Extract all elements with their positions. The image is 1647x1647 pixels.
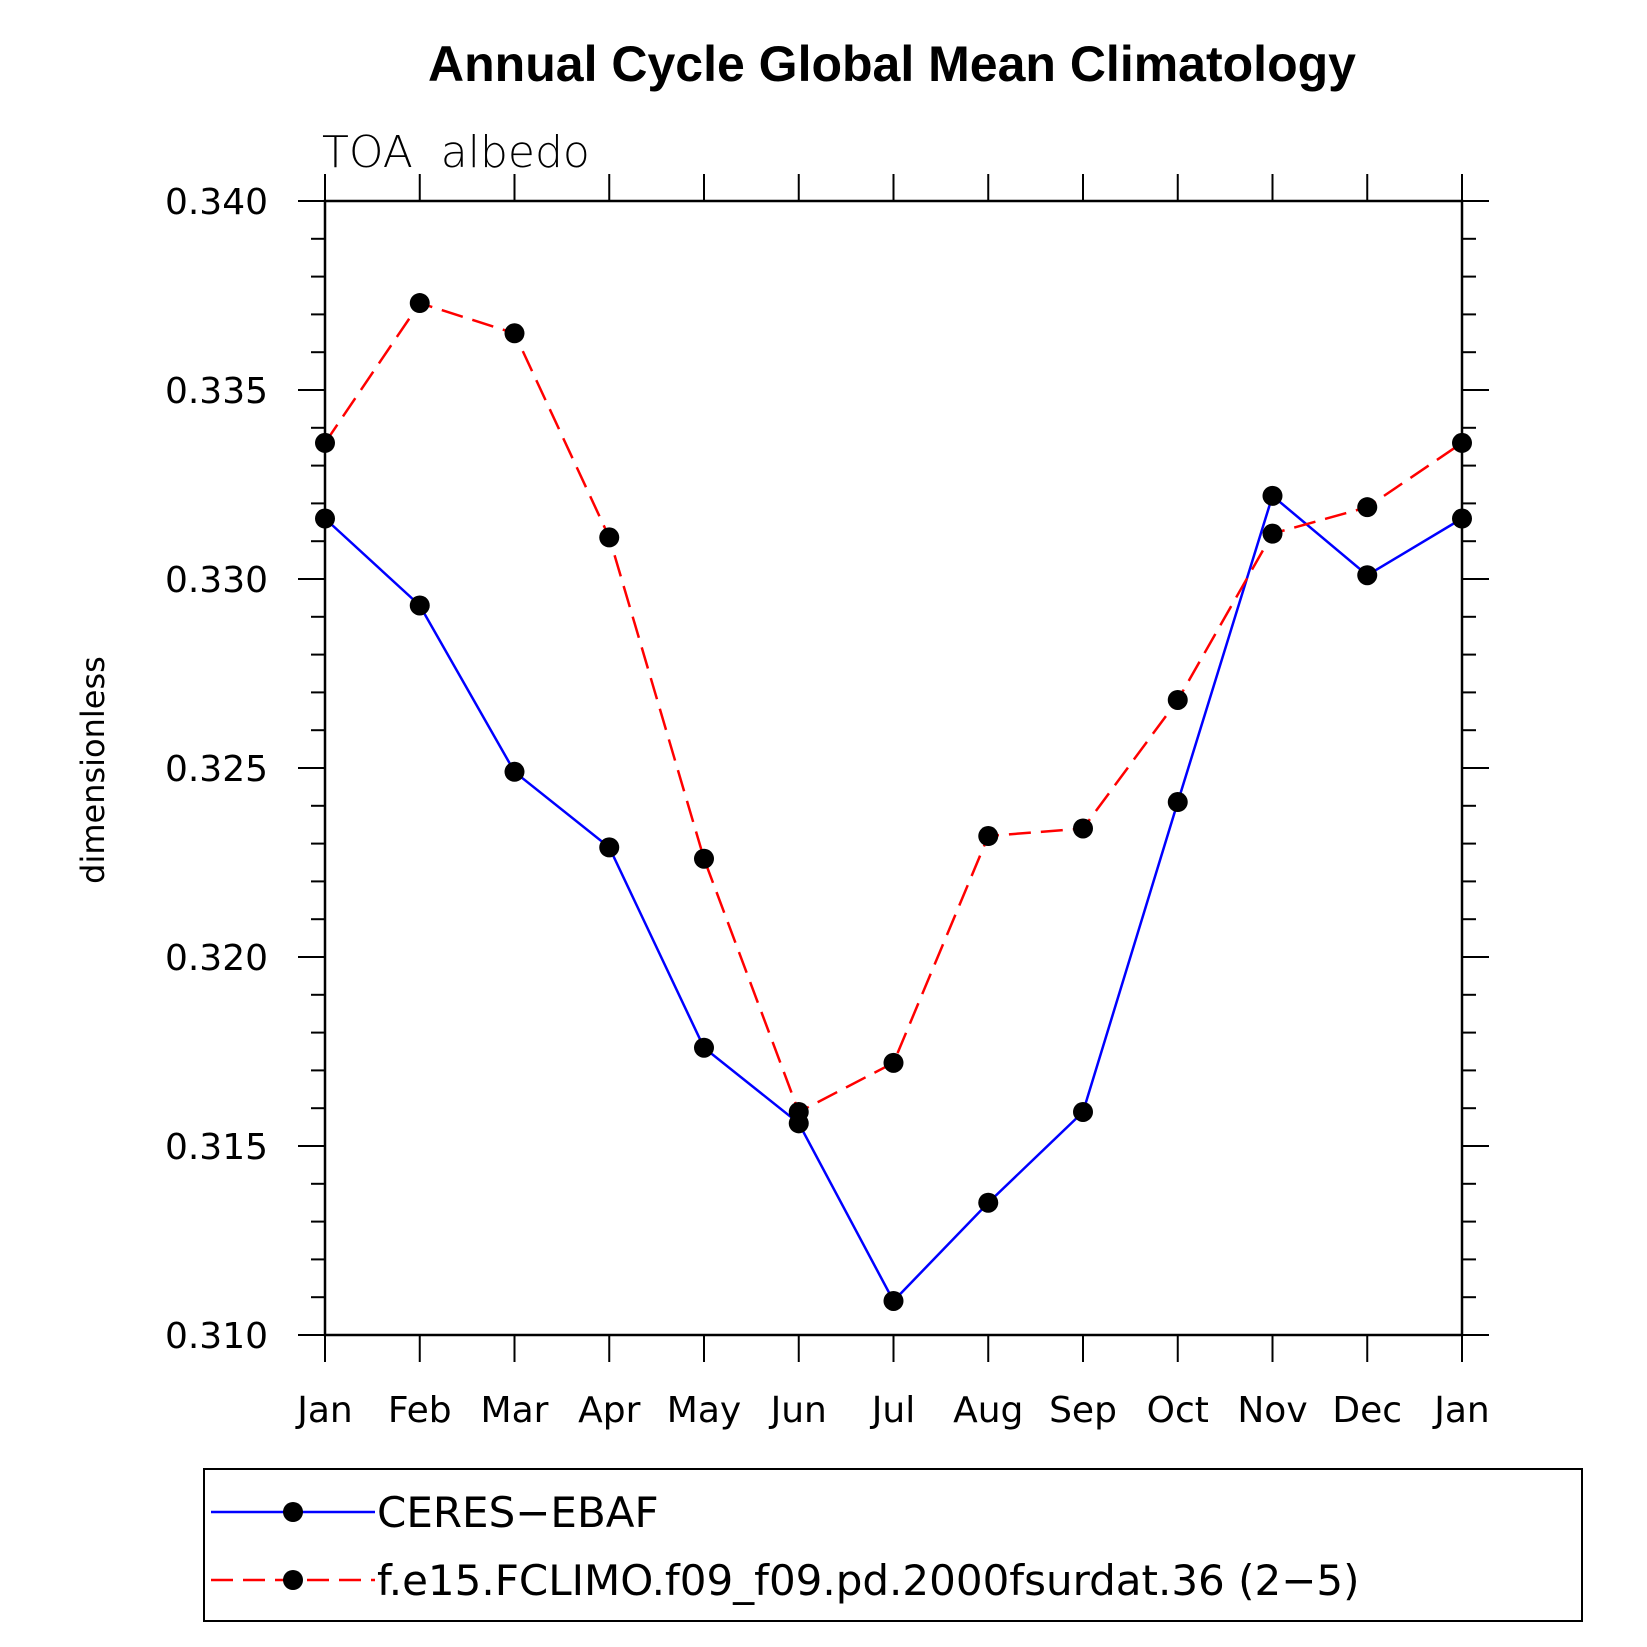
data-point-ceres [599,837,620,858]
x-tick-label: Mar [481,1390,549,1431]
data-point-ceres [315,508,335,529]
legend-entry-model: f.e15.FCLIMO.f09_f09.pd.2000fsurdat.36 (… [211,1556,1360,1605]
y-tick-label: 0.335 [165,371,268,412]
y-tick-label: 0.310 [165,1316,268,1357]
data-point-model [1167,689,1188,710]
plot-frame [323,199,1464,1337]
x-tick-label: Aug [953,1390,1023,1431]
data-point-model [599,527,620,548]
data-point-model [1262,523,1283,544]
x-tick-label: May [667,1390,741,1431]
data-point-ceres [504,761,525,782]
legend-label-ceres: CERES−EBAF [377,1488,659,1537]
legend-box [203,1468,1583,1622]
axis-ticks [298,174,1489,1362]
y-tick-label: 0.325 [165,749,268,790]
x-tick-label: Nov [1237,1390,1307,1431]
data-point-ceres [1073,1101,1093,1122]
y-tick-label: 0.315 [165,1127,268,1168]
legend-marker-ceres [283,1502,303,1522]
legend-entry-ceres: CERES−EBAF [211,1488,659,1537]
data-point-model [504,323,525,344]
data-point-ceres [1357,565,1378,586]
legend-marker-model [283,1570,303,1590]
data-point-model [883,1052,904,1073]
data-point-model [694,848,714,869]
data-point-model [1357,497,1378,518]
x-tick-labels: Jan Feb Mar Apr May Jun Jul Aug Sep Oct Nov Dec Jan [295,1390,1490,1431]
data-point-ceres [694,1037,714,1058]
data-point-model [1452,432,1472,453]
data-point-ceres [978,1192,999,1213]
x-tick-label: Sep [1049,1390,1117,1431]
data-point-ceres [1452,508,1472,529]
data-point-ceres [1167,792,1188,813]
x-tick-label: Jun [769,1390,827,1431]
x-tick-label: Jan [1432,1390,1490,1431]
data-point-ceres [883,1290,904,1311]
data-point-model [978,826,999,847]
data-point-model [315,432,335,453]
y-tick-label: 0.340 [165,182,268,223]
data-point-ceres [1262,485,1283,506]
series-line-ceres [324,493,1463,1304]
y-tick-label: 0.330 [165,560,268,601]
x-tick-label: Feb [388,1390,452,1431]
legend-label-model: f.e15.FCLIMO.f09_f09.pd.2000fsurdat.36 (… [377,1556,1360,1605]
chart-title: Annual Cycle Global Mean Climatology [428,36,1356,92]
x-tick-label: Jan [295,1390,353,1431]
chart-subtitle: TOA albedo [322,127,590,178]
data-point-model [409,293,430,314]
data-point-model [788,1101,809,1122]
x-tick-label: Jul [870,1390,915,1431]
series-line-model [323,301,1463,1114]
y-axis-label: dimensionless [74,656,112,884]
series-layer [315,293,1472,1311]
y-tick-labels: 0.310 0.315 0.320 0.325 0.330 0.335 0.340 [165,182,268,1357]
data-point-ceres [409,595,430,616]
x-tick-label: Oct [1147,1390,1209,1431]
data-point-model [1073,818,1093,839]
x-tick-label: Dec [1332,1390,1402,1431]
y-tick-label: 0.320 [165,938,268,979]
x-tick-label: Apr [578,1390,640,1431]
